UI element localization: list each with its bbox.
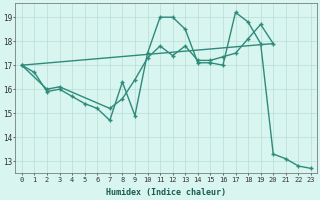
X-axis label: Humidex (Indice chaleur): Humidex (Indice chaleur) [106, 188, 226, 197]
